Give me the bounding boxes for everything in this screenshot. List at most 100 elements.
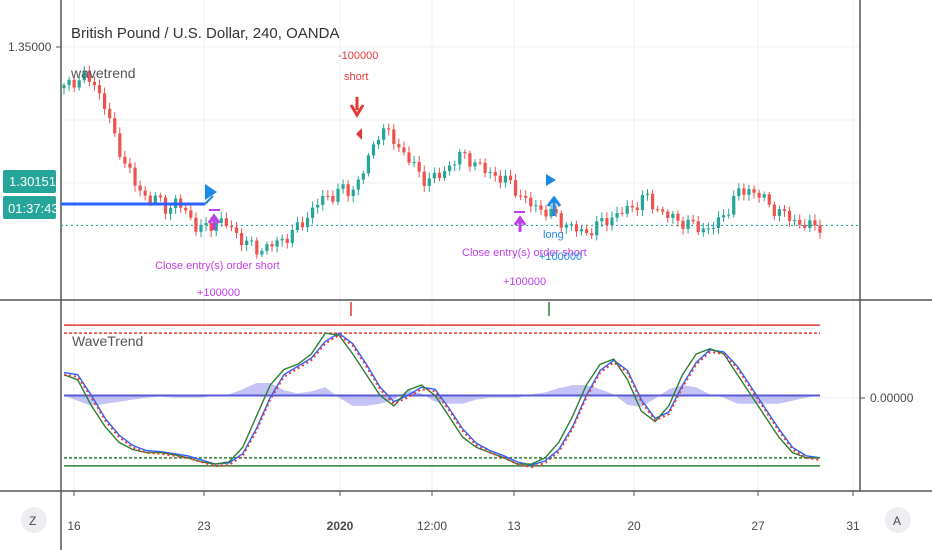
close-short-label-2: Close entry(s) order short xyxy=(462,247,587,259)
time-tick-label: 2020 xyxy=(327,519,354,533)
candle-body xyxy=(331,195,335,202)
candle-body xyxy=(448,165,452,172)
candle-body xyxy=(351,189,355,197)
candle-body xyxy=(356,179,360,190)
candle-body xyxy=(742,188,746,195)
candle-body xyxy=(752,189,756,193)
price-tick-label: 1.35000 xyxy=(8,40,52,54)
candle-body xyxy=(316,204,320,208)
short-flag xyxy=(356,128,362,140)
candle-body xyxy=(534,205,538,207)
candle-body xyxy=(67,79,71,86)
candle-body xyxy=(412,161,416,163)
wavetrend-lines xyxy=(63,332,821,469)
candle-body xyxy=(508,175,513,181)
candle-body xyxy=(189,210,193,218)
candle-body xyxy=(808,220,812,228)
long-flag xyxy=(546,174,556,186)
candle-body xyxy=(544,209,548,217)
long-qty-label: +100000 xyxy=(539,251,582,263)
short-arrow-icon xyxy=(349,97,365,118)
zoom-button[interactable]: Z xyxy=(21,507,47,533)
candle-body xyxy=(478,162,482,164)
candle-body xyxy=(620,212,624,214)
candle-body xyxy=(321,195,325,205)
candle-body xyxy=(777,209,782,216)
wavetrend-pane[interactable]: WaveTrend xyxy=(63,302,821,469)
candle-body xyxy=(711,227,716,229)
candle-body xyxy=(706,228,710,230)
candle-body xyxy=(671,213,675,218)
candle-body xyxy=(118,133,122,157)
strategy-label[interactable]: wavetrend xyxy=(70,65,136,81)
candle-body xyxy=(219,218,223,223)
candle-body xyxy=(569,224,573,226)
candle-body xyxy=(818,225,822,233)
candle-body xyxy=(564,224,568,228)
candle-body xyxy=(762,194,766,198)
close-short-qty-1: +100000 xyxy=(197,287,240,299)
candle-body xyxy=(630,205,634,208)
bar-countdown-value: 01:37:43 xyxy=(8,201,59,216)
candle-body xyxy=(691,219,695,222)
candle-body xyxy=(163,197,168,214)
candle-body xyxy=(468,153,472,167)
time-tick-label: 23 xyxy=(197,519,211,533)
candle-body xyxy=(62,85,66,89)
grid xyxy=(61,0,860,491)
candle-body xyxy=(803,224,807,228)
indicator-axis[interactable]: 0.00000 xyxy=(860,391,914,405)
short-label: short xyxy=(344,71,368,83)
wavetrend-histogram xyxy=(64,383,820,407)
candle-body xyxy=(199,225,203,232)
candle-body xyxy=(422,171,426,186)
candle-body xyxy=(397,144,401,148)
candle-body xyxy=(326,195,330,197)
candle-body xyxy=(82,70,86,81)
candle-body xyxy=(300,222,305,228)
candle-body xyxy=(234,227,239,234)
candle-body xyxy=(336,188,340,202)
candle-body xyxy=(787,210,792,222)
bar-countdown-badge xyxy=(3,196,56,219)
candle-body xyxy=(793,219,797,222)
candle-body xyxy=(721,215,726,218)
candle-body xyxy=(605,218,609,226)
candle-body xyxy=(615,212,619,218)
indicator-label[interactable]: WaveTrend xyxy=(72,333,143,349)
candle-body xyxy=(148,195,152,203)
close-arrow-icon-2 xyxy=(513,215,527,232)
candle-body xyxy=(341,184,345,189)
candle-body xyxy=(239,233,244,246)
indicator-tick-label: 0.00000 xyxy=(870,391,914,405)
candle-body xyxy=(153,195,157,203)
close-arrow-icon-1 xyxy=(207,213,221,230)
candle-body xyxy=(767,194,771,205)
candle-body xyxy=(493,172,497,176)
candle-body xyxy=(437,172,442,178)
candle-body xyxy=(600,218,604,222)
candle-body xyxy=(645,193,650,196)
short-qty-label: -100000 xyxy=(338,50,378,62)
candle-body xyxy=(224,218,228,227)
candle-body xyxy=(158,195,163,198)
candle-body xyxy=(625,205,629,214)
candle-body xyxy=(128,163,132,168)
wt1-line xyxy=(63,332,820,465)
time-axis[interactable]: 16 23 2020 12:00 13 20 27 31 xyxy=(67,491,860,533)
candle-body xyxy=(123,156,127,164)
candle-body xyxy=(387,128,391,130)
candle-body xyxy=(442,171,447,178)
candle-body xyxy=(102,93,107,109)
price-axis[interactable]: 1.35000 1.30151 01:37:43 xyxy=(3,40,61,219)
candle-body xyxy=(346,184,350,197)
time-tick-label: 16 xyxy=(67,519,81,533)
auto-scale-button[interactable]: A xyxy=(885,507,911,533)
candle-body xyxy=(458,151,462,165)
candle-body xyxy=(635,207,639,211)
candle-body xyxy=(407,152,411,163)
candle-body xyxy=(361,173,365,180)
candle-body xyxy=(72,79,76,88)
candle-body xyxy=(295,222,299,231)
